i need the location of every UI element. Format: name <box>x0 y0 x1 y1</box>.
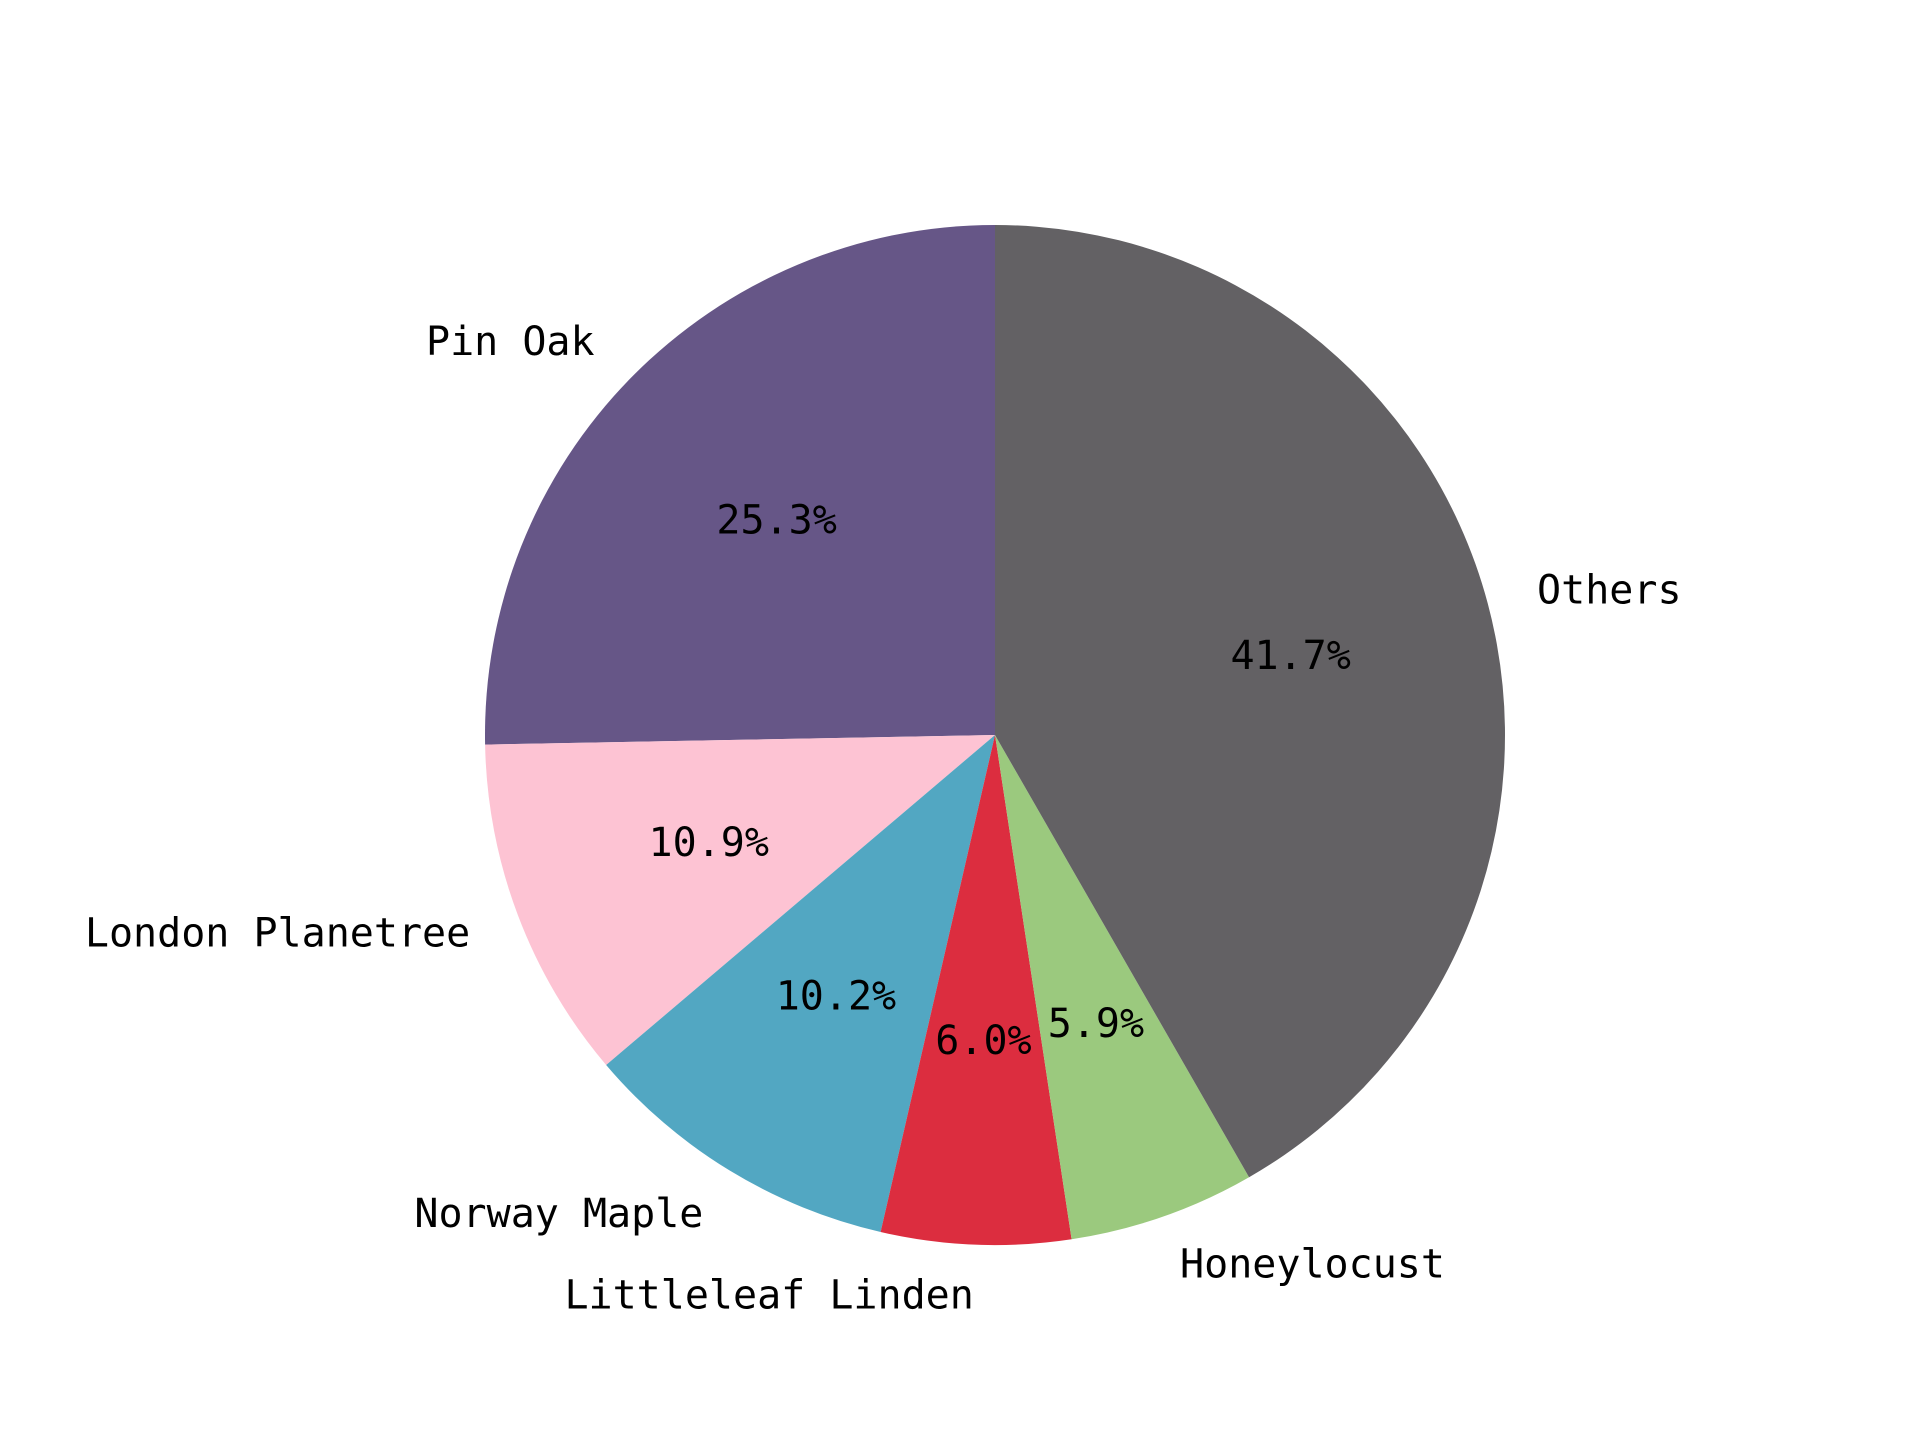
slice-label-others: Others <box>1537 567 1682 613</box>
pct-label-others: 41.7% <box>1230 633 1350 679</box>
pct-label-norway-maple: 10.2% <box>776 973 896 1019</box>
pie-slice-others <box>995 225 1506 1178</box>
pct-label-littleleaf-linden: 6.0% <box>935 1018 1031 1064</box>
slice-label-london-planetree: London Planetree <box>85 910 470 956</box>
slice-label-pin-oak: Pin Oak <box>426 319 595 365</box>
pie-slice-littleleaf-linden <box>880 735 1072 1245</box>
slice-label-littleleaf-linden: Littleleaf Linden <box>564 1273 973 1319</box>
pie-slice-london-planetree <box>485 735 995 1065</box>
pie-slice-pin-oak <box>485 225 995 745</box>
pie-slice-norway-maple <box>606 735 995 1233</box>
pct-label-pin-oak: 25.3% <box>716 498 836 544</box>
slice-label-norway-maple: Norway Maple <box>414 1191 703 1237</box>
pct-label-honeylocust: 5.9% <box>1048 1001 1144 1047</box>
slice-label-honeylocust: Honeylocust <box>1180 1242 1445 1288</box>
pct-label-london-planetree: 10.9% <box>649 820 769 866</box>
pie-slice-honeylocust <box>995 735 1250 1240</box>
